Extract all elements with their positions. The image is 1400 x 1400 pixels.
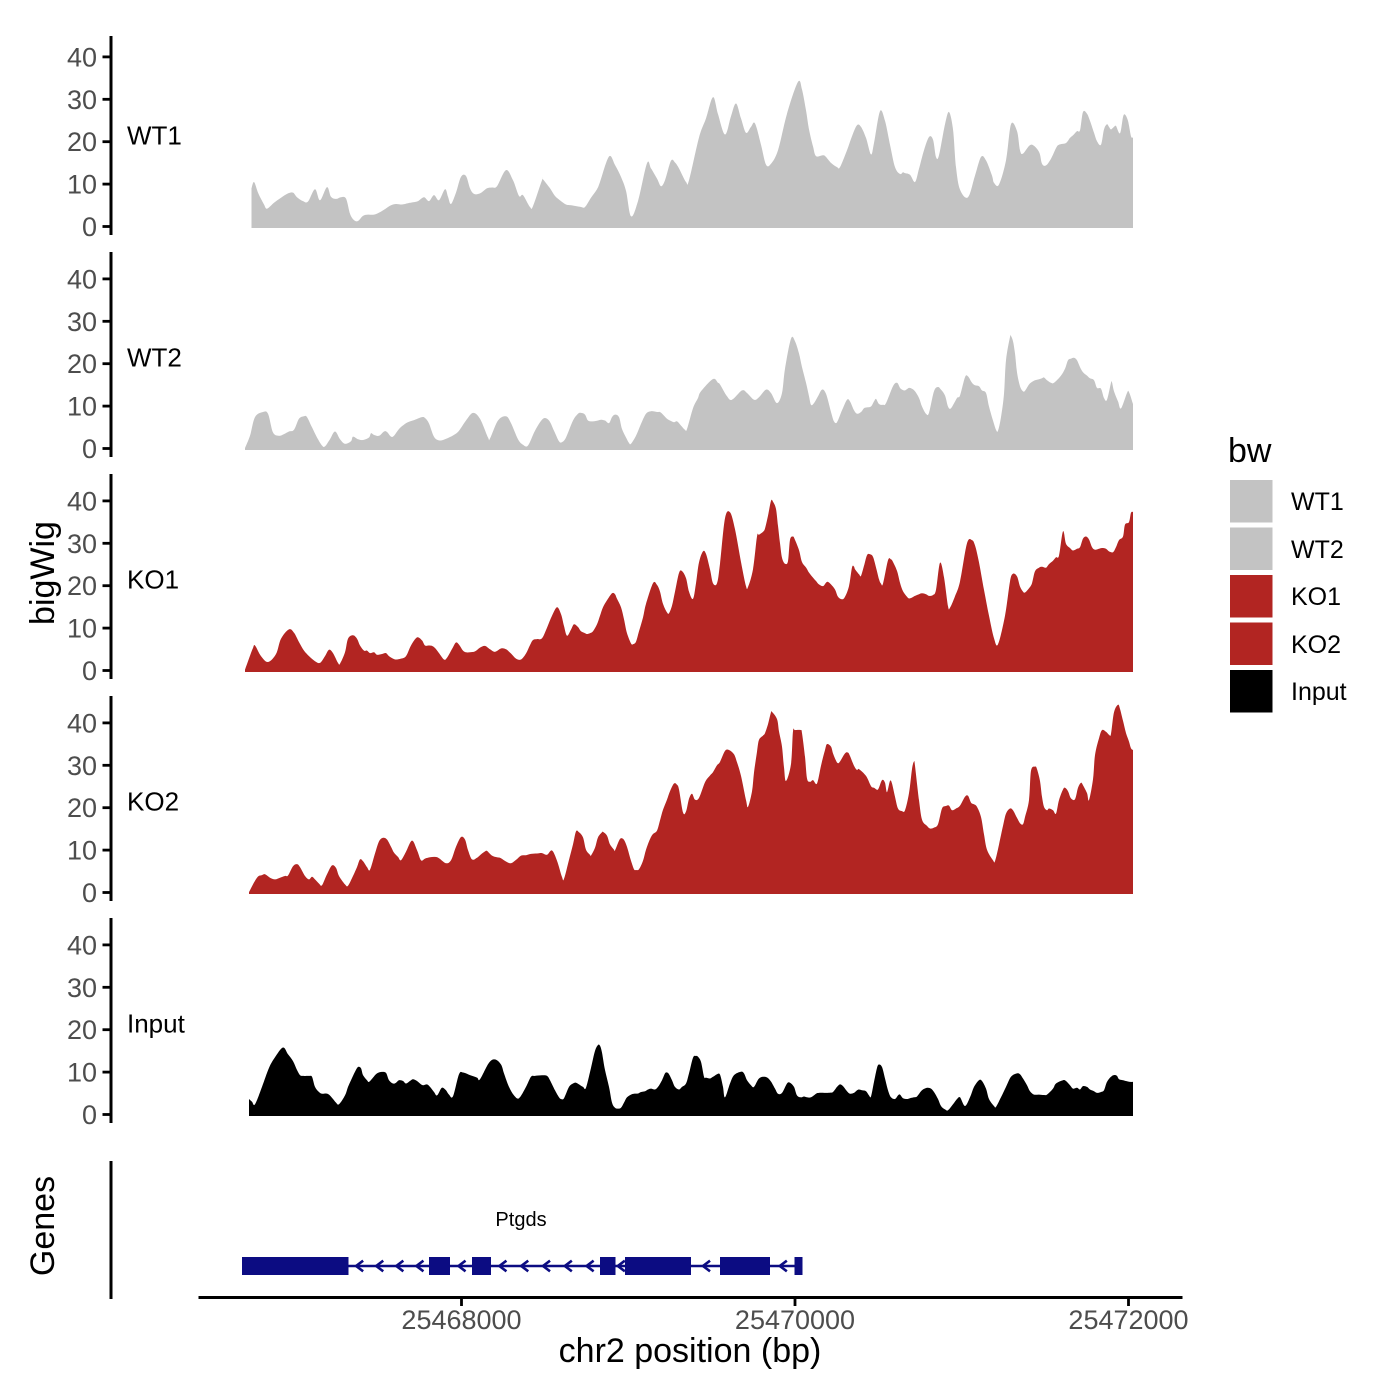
svg-text:Input: Input: [1291, 678, 1347, 706]
svg-text:0: 0: [82, 434, 97, 464]
svg-text:Input: Input: [127, 1009, 186, 1039]
svg-text:WT2: WT2: [127, 343, 182, 373]
svg-text:KO2: KO2: [127, 787, 179, 817]
svg-text:25470000: 25470000: [735, 1305, 855, 1335]
svg-text:30: 30: [67, 751, 97, 781]
svg-text:40: 40: [67, 486, 97, 516]
svg-text:WT1: WT1: [127, 121, 182, 151]
svg-text:0: 0: [82, 1100, 97, 1130]
svg-text:10: 10: [67, 836, 97, 866]
svg-text:Ptgds: Ptgds: [495, 1209, 546, 1231]
svg-text:20: 20: [67, 349, 97, 379]
svg-text:WT2: WT2: [1291, 536, 1344, 564]
svg-text:20: 20: [67, 793, 97, 823]
svg-text:20: 20: [67, 127, 97, 157]
svg-text:40: 40: [67, 930, 97, 960]
svg-text:30: 30: [67, 85, 97, 115]
svg-text:20: 20: [67, 1015, 97, 1045]
svg-text:40: 40: [67, 42, 97, 72]
svg-text:40: 40: [67, 708, 97, 738]
svg-text:bigWig: bigWig: [24, 521, 62, 625]
svg-text:25472000: 25472000: [1068, 1305, 1188, 1335]
svg-text:40: 40: [67, 264, 97, 294]
svg-text:WT1: WT1: [1291, 488, 1344, 516]
svg-text:10: 10: [67, 1058, 97, 1088]
svg-text:25468000: 25468000: [401, 1305, 521, 1335]
svg-text:10: 10: [67, 170, 97, 200]
svg-text:bw: bw: [1228, 432, 1272, 470]
svg-text:0: 0: [82, 878, 97, 908]
svg-text:10: 10: [67, 392, 97, 422]
svg-text:30: 30: [67, 529, 97, 559]
svg-text:chr2 position (bp): chr2 position (bp): [559, 1332, 822, 1370]
svg-text:0: 0: [82, 212, 97, 242]
svg-text:KO2: KO2: [1291, 631, 1341, 659]
svg-text:30: 30: [67, 307, 97, 337]
svg-text:20: 20: [67, 571, 97, 601]
svg-text:Genes: Genes: [24, 1176, 62, 1276]
svg-text:30: 30: [67, 973, 97, 1003]
svg-text:10: 10: [67, 614, 97, 644]
svg-text:0: 0: [82, 656, 97, 686]
svg-text:KO1: KO1: [127, 565, 179, 595]
svg-text:KO1: KO1: [1291, 583, 1341, 611]
